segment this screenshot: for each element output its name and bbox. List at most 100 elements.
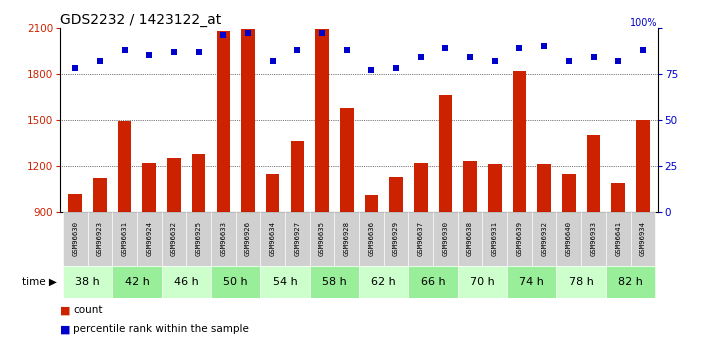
FancyBboxPatch shape <box>112 212 137 266</box>
Text: GSM96638: GSM96638 <box>467 221 473 256</box>
FancyBboxPatch shape <box>408 266 458 298</box>
Bar <box>340 108 353 212</box>
Bar <box>68 194 82 212</box>
Point <box>316 30 328 36</box>
FancyBboxPatch shape <box>310 266 359 298</box>
Text: GSM96637: GSM96637 <box>418 221 424 256</box>
FancyBboxPatch shape <box>235 212 260 266</box>
Text: 66 h: 66 h <box>421 277 445 287</box>
Text: GSM96925: GSM96925 <box>196 221 202 256</box>
Bar <box>365 195 378 212</box>
Text: 50 h: 50 h <box>223 277 248 287</box>
Text: count: count <box>73 305 102 315</box>
Point <box>637 47 648 52</box>
FancyBboxPatch shape <box>112 266 161 298</box>
FancyBboxPatch shape <box>483 212 507 266</box>
Point <box>538 43 550 49</box>
Text: GSM96640: GSM96640 <box>566 221 572 256</box>
Text: GSM96930: GSM96930 <box>442 221 449 256</box>
Text: GSM96933: GSM96933 <box>591 221 597 256</box>
Point <box>144 52 155 58</box>
Point <box>341 47 353 52</box>
Text: ■: ■ <box>60 324 71 334</box>
Bar <box>142 163 156 212</box>
FancyBboxPatch shape <box>63 212 87 266</box>
Text: GSM96929: GSM96929 <box>393 221 399 256</box>
Text: 58 h: 58 h <box>322 277 347 287</box>
Point <box>218 32 229 38</box>
Point <box>70 66 81 71</box>
FancyBboxPatch shape <box>161 266 211 298</box>
FancyBboxPatch shape <box>87 212 112 266</box>
Text: percentile rank within the sample: percentile rank within the sample <box>73 324 249 334</box>
Text: GSM96928: GSM96928 <box>343 221 350 256</box>
Bar <box>538 165 551 212</box>
FancyBboxPatch shape <box>260 212 285 266</box>
Text: GSM96636: GSM96636 <box>368 221 375 256</box>
Text: 82 h: 82 h <box>618 277 643 287</box>
Text: GSM96633: GSM96633 <box>220 221 226 256</box>
FancyBboxPatch shape <box>606 212 631 266</box>
FancyBboxPatch shape <box>137 212 161 266</box>
Text: 38 h: 38 h <box>75 277 100 287</box>
FancyBboxPatch shape <box>186 212 211 266</box>
Point <box>563 58 574 63</box>
Point <box>193 49 204 55</box>
FancyBboxPatch shape <box>260 266 310 298</box>
Bar <box>488 165 501 212</box>
FancyBboxPatch shape <box>507 266 557 298</box>
Text: GSM96926: GSM96926 <box>245 221 251 256</box>
Text: GSM96927: GSM96927 <box>294 221 300 256</box>
FancyBboxPatch shape <box>211 212 235 266</box>
Point <box>119 47 130 52</box>
Bar <box>464 161 477 212</box>
Bar <box>217 31 230 212</box>
FancyBboxPatch shape <box>557 212 581 266</box>
Text: time ▶: time ▶ <box>22 277 57 287</box>
Text: GDS2232 / 1423122_at: GDS2232 / 1423122_at <box>60 12 222 27</box>
Bar <box>513 71 526 212</box>
Text: GSM96631: GSM96631 <box>122 221 127 256</box>
FancyBboxPatch shape <box>606 266 656 298</box>
Text: GSM96634: GSM96634 <box>269 221 276 256</box>
Text: 42 h: 42 h <box>124 277 149 287</box>
Point <box>365 67 377 73</box>
Bar <box>636 120 650 212</box>
FancyBboxPatch shape <box>310 212 334 266</box>
FancyBboxPatch shape <box>581 212 606 266</box>
Text: ■: ■ <box>60 305 71 315</box>
Text: GSM96632: GSM96632 <box>171 221 177 256</box>
Text: GSM96635: GSM96635 <box>319 221 325 256</box>
Point <box>489 58 501 63</box>
Point <box>390 66 402 71</box>
FancyBboxPatch shape <box>211 266 260 298</box>
FancyBboxPatch shape <box>285 212 310 266</box>
Bar <box>167 158 181 212</box>
Text: GSM96923: GSM96923 <box>97 221 103 256</box>
Bar <box>291 141 304 212</box>
Text: GSM96932: GSM96932 <box>541 221 547 256</box>
Point <box>415 55 427 60</box>
Bar <box>587 135 600 212</box>
Bar <box>439 95 452 212</box>
Bar <box>266 174 279 212</box>
Bar <box>390 177 403 212</box>
Text: 100%: 100% <box>630 18 658 28</box>
FancyBboxPatch shape <box>507 212 532 266</box>
Bar <box>192 154 205 212</box>
Point <box>169 49 180 55</box>
Text: 62 h: 62 h <box>371 277 396 287</box>
FancyBboxPatch shape <box>161 212 186 266</box>
FancyBboxPatch shape <box>63 266 112 298</box>
Bar <box>562 174 576 212</box>
FancyBboxPatch shape <box>408 212 433 266</box>
FancyBboxPatch shape <box>359 266 408 298</box>
Text: GSM96641: GSM96641 <box>615 221 621 256</box>
Bar <box>315 29 328 212</box>
Text: 70 h: 70 h <box>470 277 495 287</box>
Point <box>292 47 303 52</box>
Point <box>95 58 106 63</box>
Text: 74 h: 74 h <box>519 277 544 287</box>
Text: 54 h: 54 h <box>272 277 297 287</box>
Point <box>439 45 451 51</box>
